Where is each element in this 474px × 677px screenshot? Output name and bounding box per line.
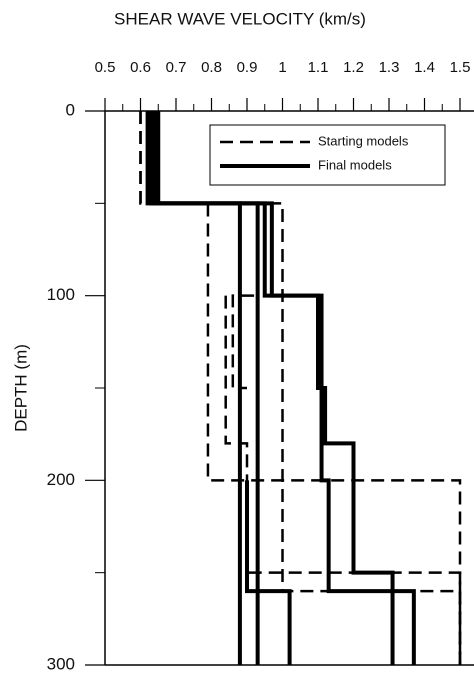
x-tick-label: 1.2 <box>343 59 364 76</box>
profile-line <box>139 111 462 665</box>
profile-line <box>231 294 255 390</box>
x-tick-label: 1.5 <box>450 59 471 76</box>
x-tick-label: 0.9 <box>237 59 258 76</box>
x-tick-label: 0.8 <box>201 59 222 76</box>
profile-line <box>139 111 462 665</box>
profile-line <box>156 111 395 665</box>
x-tick-label: 0.6 <box>130 59 151 76</box>
profile-line <box>245 480 292 665</box>
y-tick-label: 300 <box>47 654 75 673</box>
y-tick-label: 100 <box>47 285 75 304</box>
legend-label: Final models <box>318 157 392 172</box>
y-tick-label: 0 <box>66 100 75 119</box>
x-tick-label: 0.7 <box>166 59 187 76</box>
x-tick-label: 1.3 <box>379 59 400 76</box>
y-tick-label: 200 <box>47 470 75 489</box>
profile-line <box>224 295 462 665</box>
x-tick-label: 0.5 <box>95 59 116 76</box>
legend-label: Starting models <box>318 133 409 148</box>
y-axis-title: DEPTH (m) <box>11 344 30 432</box>
x-tick-label: 1 <box>278 59 286 76</box>
profile-line <box>145 111 416 665</box>
x-tick-label: 1.4 <box>414 59 435 76</box>
x-tick-label: 1.1 <box>308 59 329 76</box>
x-axis-title: SHEAR WAVE VELOCITY (km/s) <box>114 9 366 28</box>
legend-box <box>209 124 446 186</box>
